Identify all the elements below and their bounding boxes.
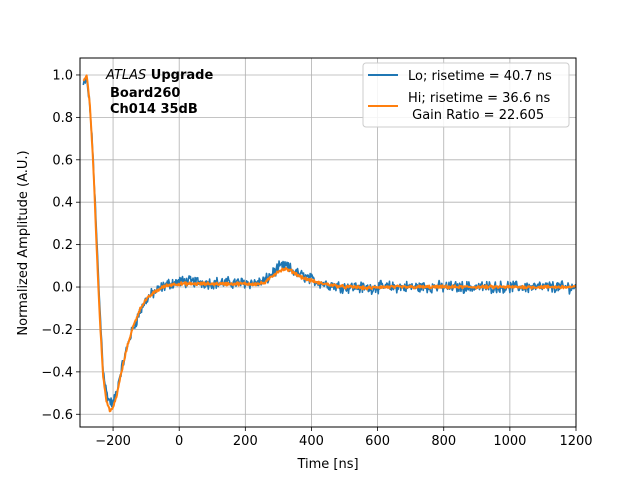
channel-label: Ch014 35dB: [110, 102, 198, 117]
series-layer: [82, 74, 576, 413]
x-tick-label: −200: [95, 434, 131, 449]
y-tick-label: 0.6: [52, 153, 73, 168]
legend-label-hi: Hi; risetime = 36.6 ns Gain Ratio = 22.6…: [408, 91, 550, 123]
x-tick-label: 200: [233, 434, 258, 449]
experiment-annotation: ATLAS Upgrade Board260 Ch014 35dB: [105, 68, 213, 117]
y-tick-label: 0.4: [52, 196, 73, 211]
legend-label-lo: Lo; risetime = 40.7 ns: [408, 69, 552, 84]
experiment-name: ATLAS: [105, 68, 146, 83]
x-tick-label: 400: [299, 434, 324, 449]
x-axis-label: Time [ns]: [296, 457, 358, 472]
legend-box: [362, 62, 570, 128]
y-tick-label: 0.8: [52, 111, 73, 126]
series-line-hi: [82, 74, 576, 413]
y-tick-label: 0.2: [52, 238, 73, 253]
legend: Lo; risetime = 40.7 ns Hi; risetime = 36…: [362, 62, 570, 128]
board-label: Board260: [110, 86, 180, 101]
svg-text:ATLAS Upgrade: ATLAS Upgrade: [105, 68, 213, 83]
x-tick-label: 1000: [493, 434, 526, 449]
y-tick-label: −0.4: [41, 365, 73, 380]
x-tick-label: 0: [175, 434, 183, 449]
x-tick-label: 800: [431, 434, 456, 449]
y-tick-label: −0.6: [41, 408, 73, 423]
axis-ticks: −200 0 200 400 600 800 1000 1200 −0.6 −0.4 −0.2 0.0…: [41, 68, 592, 449]
y-tick-label: −0.2: [41, 323, 73, 338]
y-axis-label: Normalized Amplitude (A.U.): [16, 150, 31, 335]
y-tick-label: 1.0: [52, 68, 73, 83]
experiment-suffix: Upgrade: [146, 68, 213, 83]
y-tick-label: 0.0: [52, 281, 73, 296]
x-tick-label: 600: [365, 434, 390, 449]
plot-frame: [79, 57, 577, 428]
x-tick-label: 1200: [559, 434, 592, 449]
